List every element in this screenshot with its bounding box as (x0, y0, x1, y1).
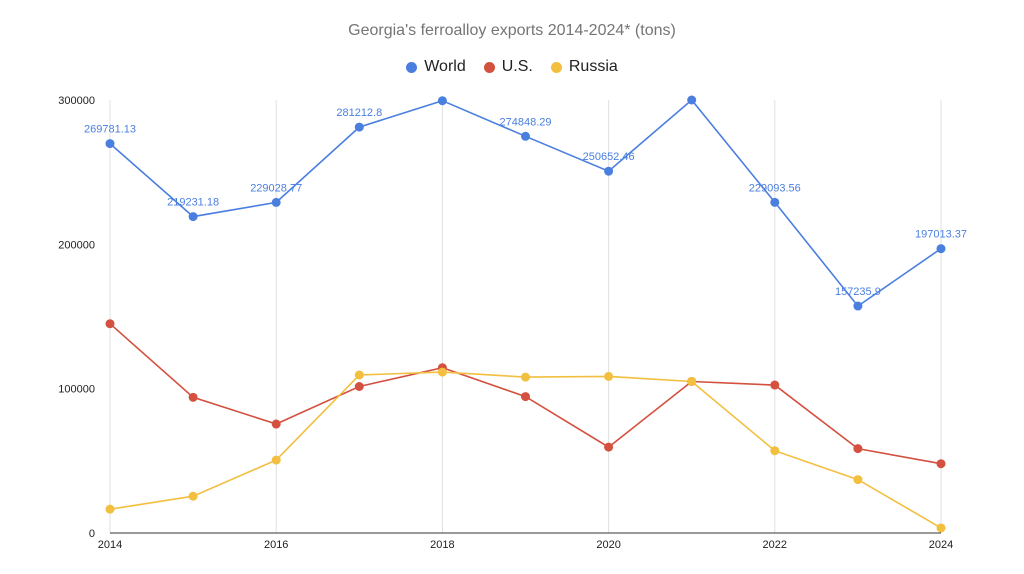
data-point-us (521, 392, 530, 402)
data-point-us (604, 442, 614, 452)
data-point-world (853, 301, 863, 311)
data-point-world (354, 122, 364, 132)
data-label-world: 281212.8 (336, 107, 382, 119)
data-point-world (770, 197, 780, 207)
x-tick-label: 2014 (98, 539, 122, 551)
data-point-world (437, 96, 447, 106)
data-label-world: 274848.29 (500, 116, 552, 128)
data-label-world: 269781.13 (84, 124, 136, 136)
data-point-us (936, 459, 946, 469)
chart-title: Georgia's ferroalloy exports 2014-2024* … (348, 22, 676, 39)
x-tick-label: 2024 (929, 539, 953, 551)
x-tick-label: 2016 (264, 539, 288, 551)
data-point-us (354, 382, 364, 392)
x-tick-label: 2018 (430, 539, 454, 551)
data-point-world (687, 95, 697, 105)
legend-swatch-us (483, 61, 495, 73)
series-line-world (109, 98, 942, 308)
legend-label-world: World (424, 58, 466, 75)
data-point-russia (354, 370, 364, 380)
data-point-world (188, 212, 198, 222)
data-label-world: 197013.37 (915, 229, 967, 241)
data-point-russia (936, 523, 946, 533)
y-tick-label: 300000 (58, 95, 95, 107)
data-point-world (271, 197, 281, 207)
y-tick-label: 100000 (58, 384, 95, 396)
x-tick-label: 2022 (763, 539, 787, 551)
legend-swatch-russia (550, 61, 562, 73)
legend-item-us: U.S. (483, 58, 533, 76)
data-point-us (853, 444, 863, 454)
data-point-us (188, 392, 198, 402)
legend: World U.S. Russia (0, 58, 1024, 76)
data-point-russia (105, 504, 115, 514)
data-point-world (604, 166, 614, 176)
data-point-russia (687, 376, 697, 386)
data-point-world (936, 244, 946, 254)
data-point-russia (770, 446, 780, 456)
data-point-russia (188, 491, 198, 501)
legend-label-russia: Russia (568, 58, 618, 75)
legend-swatch-world (406, 61, 418, 73)
data-point-us (271, 419, 281, 429)
legend-item-world: World (406, 58, 466, 76)
data-label-world: 229093.56 (749, 182, 801, 194)
data-label-world: 250652.46 (583, 151, 635, 163)
x-tick-label: 2020 (596, 539, 620, 551)
legend-label-us: U.S. (501, 58, 533, 75)
data-label-world: 229028.77 (250, 182, 302, 194)
data-point-world (521, 131, 530, 141)
y-tick-label: 0 (89, 528, 95, 540)
data-point-us (770, 380, 780, 390)
data-label-world: 157235.9 (835, 286, 881, 298)
data-point-us (105, 319, 115, 329)
data-point-russia (437, 367, 447, 377)
data-point-world (105, 139, 115, 149)
data-point-russia (271, 455, 281, 465)
legend-item-russia: Russia (550, 58, 618, 76)
data-point-russia (604, 371, 614, 381)
data-point-russia (853, 475, 863, 485)
data-label-world: 219231.18 (167, 197, 219, 209)
y-tick-label: 200000 (58, 239, 95, 251)
data-point-russia (521, 372, 530, 382)
